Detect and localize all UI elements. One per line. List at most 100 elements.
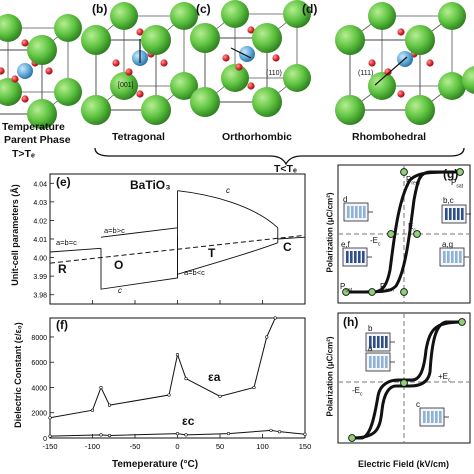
phase-O: O	[114, 258, 124, 272]
g-state-marker	[456, 168, 464, 176]
domain-bar	[459, 251, 462, 263]
domain-bar	[358, 251, 361, 263]
dir-110: (110)	[266, 70, 282, 77]
f-point	[167, 393, 171, 397]
oxygen-atom	[397, 90, 405, 98]
panel-d-label: (d)	[302, 2, 318, 16]
f-point	[303, 432, 307, 436]
oxygen-atom	[21, 95, 29, 103]
g-prem2: Prem	[380, 282, 394, 294]
oxygen-atom	[426, 59, 434, 67]
oxygen-atom	[222, 54, 230, 62]
ba-atom	[0, 78, 22, 106]
chart-h-xlabel: Electric Field (kV/cm)	[358, 459, 450, 469]
oxygen-atom	[160, 59, 168, 67]
oxygen-atom	[272, 54, 280, 62]
domain-bar	[423, 411, 426, 423]
brace-text: T<Tₑ	[274, 163, 297, 175]
h-label-b: b	[368, 324, 373, 333]
arrow-111	[374, 56, 408, 86]
ba-atom	[368, 2, 396, 30]
g-state-marker	[387, 230, 395, 238]
ba-atom	[81, 25, 111, 55]
panel-h-plot	[337, 312, 471, 444]
domain-bar	[447, 251, 450, 263]
oxygen-atom	[21, 39, 29, 47]
domain-bar	[439, 411, 442, 423]
phase-orthorhombic: Orthorhombic	[222, 131, 292, 143]
panel-e-plot: 3.98 3.99 4.00 4.01 4.02 4.03 4.04	[33, 173, 306, 305]
f-xtick-label: 150	[299, 442, 312, 451]
ba-atom	[27, 35, 57, 65]
e-ytick-label: 4.00	[33, 256, 47, 263]
domain-bar	[373, 356, 376, 368]
domain-bar	[457, 208, 460, 220]
g-state-marker	[413, 230, 421, 238]
chart-e-ylabel: Unit-cell parameters (Å)	[10, 184, 20, 286]
ba-atom	[0, 14, 22, 42]
g-psat1: Psat	[451, 178, 464, 190]
f-xtick-label: 100	[256, 442, 269, 451]
phase-tetragonal: Tetragonal	[112, 131, 165, 143]
ann-abc-lt: a=b<c	[184, 268, 205, 277]
panel-g-plot	[337, 164, 471, 304]
ba-atom-edge	[462, 66, 474, 94]
f-ytick-label: 2000	[31, 411, 47, 418]
oxygen-atom	[235, 63, 243, 71]
f-ytick-label: 8000	[31, 335, 47, 342]
oxygen-atom	[247, 82, 255, 90]
h-label-a: a	[368, 344, 373, 353]
ba-atom	[110, 2, 138, 30]
ba-atom	[54, 78, 82, 106]
h-state-marker	[400, 379, 408, 387]
domain-bar	[369, 336, 372, 348]
e-dashed-trend	[49, 234, 306, 264]
oxygen-atom	[247, 26, 255, 34]
domain-bar	[381, 336, 384, 348]
domain-bar	[354, 251, 357, 263]
g-inset-bc	[441, 204, 471, 224]
e-c-tetragonal-lower	[177, 242, 278, 275]
domain-bar	[453, 208, 456, 220]
ba-atom	[170, 72, 198, 100]
panel-b-label: (b)	[92, 2, 108, 16]
domain-bar	[355, 206, 358, 218]
oxygen-atom	[368, 59, 376, 67]
domain-bar	[350, 251, 353, 263]
domain-bar	[381, 356, 384, 368]
domain-bar	[359, 206, 362, 218]
ba-atom	[110, 72, 138, 100]
chart-f-ylabel: Dielectric Constant (ε/ε₀)	[13, 322, 23, 428]
h-inset-a	[365, 352, 395, 372]
oxygen-atom	[136, 28, 144, 36]
ann-c-lower: c	[118, 286, 122, 295]
f-point	[252, 385, 256, 390]
e-R-line	[49, 247, 102, 253]
ba-atom	[405, 25, 435, 55]
ba-atom	[190, 23, 220, 53]
domain-bar	[346, 251, 349, 263]
phase-brace	[94, 147, 465, 166]
f-point	[107, 433, 112, 438]
domain-bar	[427, 411, 430, 423]
crystal-structures	[0, 0, 474, 129]
cell-rhombohedral	[335, 2, 466, 125]
g-psat2: Psat	[340, 282, 353, 294]
phase-R: R	[58, 262, 67, 276]
f-xtick-label: -100	[85, 442, 100, 451]
g-Ec: Ec	[408, 222, 416, 234]
oxygen-atom	[397, 28, 405, 36]
e-ytick-label: 3.98	[33, 293, 47, 300]
domain-bar	[431, 411, 434, 423]
oxygen-atom	[384, 68, 392, 76]
f-point	[99, 385, 103, 390]
phase-C: C	[283, 240, 292, 254]
ann-abc-eq: a=b=c	[56, 238, 77, 247]
panel-f-label: (f)	[56, 318, 68, 332]
g-state-marker	[342, 288, 350, 296]
domain-bar	[351, 206, 354, 218]
cell-orthorhombic	[190, 0, 311, 117]
oxygen-atom	[125, 68, 133, 76]
ba-atom	[81, 95, 111, 125]
